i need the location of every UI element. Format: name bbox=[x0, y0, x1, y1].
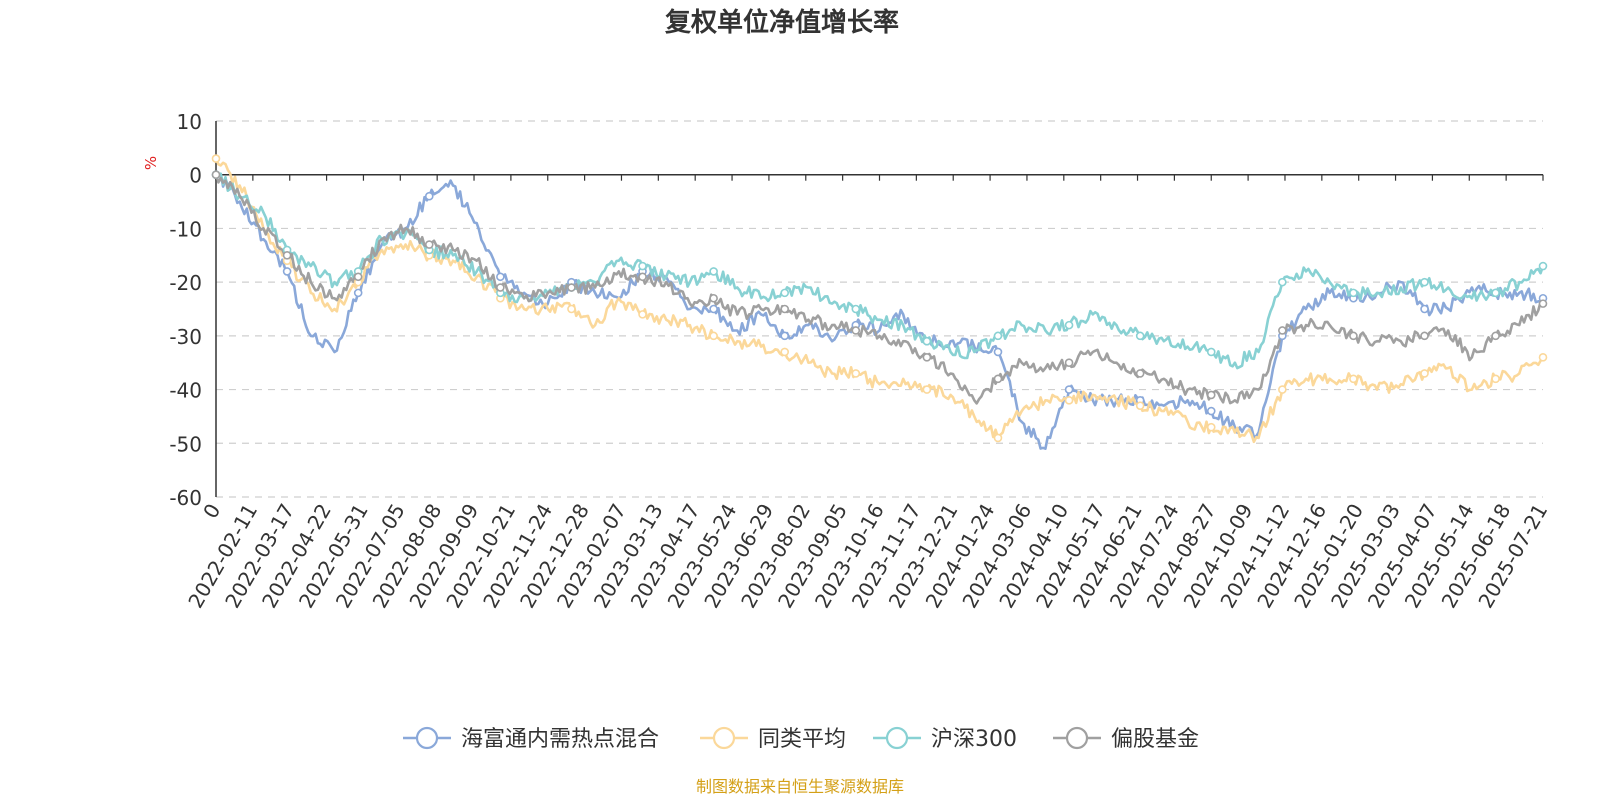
series-marker bbox=[1538, 353, 1548, 362]
y-tick-label: -10 bbox=[169, 217, 202, 241]
legend-marker-icon bbox=[712, 726, 736, 750]
y-tick-label: -50 bbox=[169, 432, 202, 456]
series-marker bbox=[851, 369, 861, 378]
series-marker bbox=[638, 261, 647, 271]
series-marker bbox=[1538, 261, 1548, 271]
series-marker bbox=[780, 347, 790, 357]
y-tick-label: -30 bbox=[169, 325, 202, 349]
series-marker bbox=[709, 293, 718, 303]
series-marker bbox=[211, 170, 221, 180]
series-marker bbox=[1420, 277, 1429, 287]
series-marker bbox=[424, 191, 434, 201]
series-marker bbox=[1135, 401, 1145, 410]
series-line bbox=[216, 172, 1545, 450]
series-marker bbox=[780, 288, 790, 298]
series-marker bbox=[282, 250, 292, 260]
series-marker bbox=[993, 374, 1003, 384]
series-marker bbox=[922, 353, 932, 362]
series-marker bbox=[567, 283, 576, 292]
series-marker bbox=[1206, 406, 1216, 416]
legend-item[interactable]: 海富通内需热点混合 bbox=[403, 726, 659, 752]
series-marker bbox=[567, 304, 576, 314]
x-tick-label: 0 bbox=[198, 500, 225, 523]
y-tick-label: -20 bbox=[169, 271, 202, 295]
series-marker bbox=[922, 336, 932, 346]
series-marker bbox=[1278, 326, 1287, 335]
series-marker bbox=[1064, 358, 1074, 368]
series-marker bbox=[211, 154, 221, 163]
legend-item[interactable]: 沪深300 bbox=[873, 726, 1017, 752]
series-marker bbox=[424, 240, 434, 249]
series-marker bbox=[851, 304, 861, 314]
series-line bbox=[215, 172, 1545, 370]
series-marker bbox=[780, 304, 790, 314]
series-marker bbox=[1064, 385, 1074, 394]
series-marker bbox=[1064, 320, 1074, 330]
series-marker bbox=[1206, 390, 1216, 400]
series-marker bbox=[1135, 369, 1145, 378]
series-marker bbox=[780, 331, 790, 341]
series-marker bbox=[1064, 396, 1074, 405]
series-marker bbox=[1278, 277, 1287, 287]
series-marker bbox=[1538, 299, 1548, 308]
y-tick-label: -60 bbox=[169, 486, 202, 510]
plot-area bbox=[211, 154, 1548, 450]
y-tick-label: 10 bbox=[177, 110, 202, 134]
y-tick-label: -40 bbox=[169, 379, 202, 403]
series-marker bbox=[496, 272, 505, 282]
series-marker bbox=[1420, 304, 1429, 314]
series-marker bbox=[1206, 347, 1216, 357]
axes: 100-10-20-30-40-50-6002022-02-112022-03-… bbox=[169, 110, 1552, 612]
y-axis-unit: % bbox=[142, 156, 160, 170]
series-marker bbox=[1135, 331, 1145, 341]
legend-label: 沪深300 bbox=[931, 727, 1017, 752]
series-marker bbox=[496, 283, 505, 292]
legend-marker-icon bbox=[415, 726, 439, 750]
series-marker bbox=[638, 310, 647, 319]
series-marker bbox=[1278, 385, 1287, 394]
series-marker bbox=[1420, 369, 1429, 378]
series-marker bbox=[993, 331, 1003, 341]
series-marker bbox=[1206, 422, 1216, 432]
y-tick-label: 0 bbox=[189, 164, 202, 188]
chart-title: 复权单位净值增长率 bbox=[665, 7, 899, 38]
legend-item[interactable]: 偏股基金 bbox=[1053, 726, 1199, 752]
legend[interactable]: 海富通内需热点混合 同类平均 沪深300 偏股基金 bbox=[403, 726, 1199, 752]
series-marker bbox=[638, 272, 647, 282]
series-marker bbox=[353, 288, 363, 298]
series-marker bbox=[922, 385, 932, 394]
series-marker bbox=[282, 267, 292, 276]
series-marker bbox=[1491, 331, 1500, 341]
legend-marker-icon bbox=[1065, 726, 1089, 750]
series-marker bbox=[709, 304, 718, 314]
series-marker bbox=[709, 267, 718, 276]
legend-label: 海富通内需热点混合 bbox=[461, 727, 659, 752]
series-marker bbox=[1491, 374, 1500, 384]
series-marker bbox=[993, 433, 1003, 443]
series-line bbox=[214, 174, 1544, 405]
legend-marker-icon bbox=[885, 726, 909, 750]
legend-item[interactable]: 同类平均 bbox=[700, 726, 846, 752]
legend-label: 偏股基金 bbox=[1111, 727, 1199, 752]
series-marker bbox=[993, 347, 1003, 357]
series-marker bbox=[851, 326, 861, 335]
series-marker bbox=[1420, 331, 1429, 341]
grid-lines bbox=[216, 120, 1543, 498]
series-marker bbox=[1349, 288, 1358, 298]
series-marker bbox=[1349, 331, 1358, 341]
series-marker bbox=[1491, 288, 1500, 298]
legend-label: 同类平均 bbox=[758, 727, 846, 752]
series-marker bbox=[709, 331, 718, 341]
series-line bbox=[214, 158, 1545, 444]
series-marker bbox=[1349, 374, 1358, 384]
series-marker bbox=[353, 272, 363, 282]
source-note: 制图数据来自恒生聚源数据库 bbox=[696, 777, 904, 796]
